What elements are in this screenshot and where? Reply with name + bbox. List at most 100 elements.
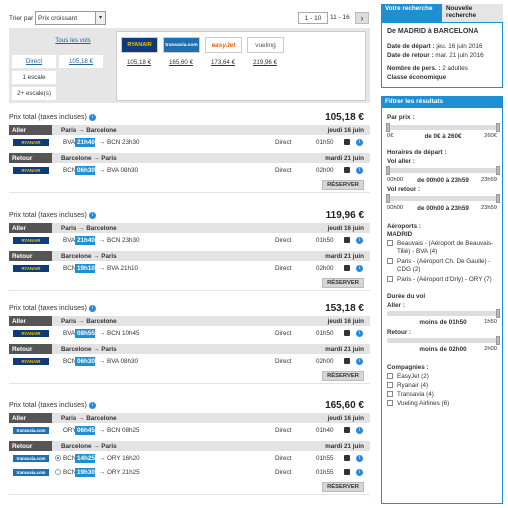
transavia-logo[interactable]: transavia.com xyxy=(163,37,200,53)
duration-outbound-slider[interactable] xyxy=(387,309,500,318)
departure-time: 21h40 xyxy=(75,138,95,147)
matrix-row-1stop[interactable]: 1 escale xyxy=(12,71,56,84)
flight-row[interactable]: transavia.com ORY 06h45 → BCN 08h25 Direct 01h… xyxy=(9,425,370,437)
duration-outbound-handle[interactable] xyxy=(496,309,500,318)
airport-option-ory[interactable]: Paris - (Aéroport d'Orly) - ORY (7) xyxy=(387,276,499,286)
company-option-transavia[interactable]: Transavia (4) xyxy=(387,391,499,399)
duration-return-slider[interactable] xyxy=(387,336,500,345)
return-min-handle[interactable] xyxy=(386,194,390,203)
pager-current-range[interactable]: 1 - 10 xyxy=(298,12,328,24)
easyjet-logo[interactable]: easyJet xyxy=(205,37,242,53)
flight-type: Direct xyxy=(275,237,292,244)
tab-votre-recherche[interactable]: Votre recherche xyxy=(381,4,442,22)
company-option-easyjet[interactable]: EasyJet (2) xyxy=(387,373,499,381)
flight-duration: 01h55 xyxy=(316,469,334,476)
leg-date: mardi 21 juin xyxy=(325,346,364,353)
info-icon[interactable]: i xyxy=(356,427,363,434)
matrix-row-2stops[interactable]: 2+ escale(s) xyxy=(12,87,56,100)
search-recap: De MADRID à BARCELONA Date de départ : j… xyxy=(381,22,503,88)
flight-row[interactable]: transavia.com BCN 19h30 → ORY 21h25 Direct 01h… xyxy=(9,467,370,479)
arrival-info: BVA 21h10 xyxy=(107,265,139,272)
price-slider-max-handle[interactable] xyxy=(496,123,500,132)
return-hours-slider[interactable] xyxy=(386,194,500,203)
airport-option-cdg[interactable]: Paris - (Aéroport Ch. De Gaulle) - CDG (… xyxy=(387,258,499,274)
reserve-button[interactable]: RÉSERVER xyxy=(322,180,364,190)
ryanair-logo[interactable]: RYANAIR xyxy=(121,37,158,53)
carrier-price-easyjet[interactable]: 173,64 € xyxy=(210,59,236,66)
duration-return-label: Retour : xyxy=(387,329,412,336)
arrival-info: BCN 08h25 xyxy=(107,427,140,434)
flight-row[interactable]: transavia.com BCN 14h25 → ORY 16h20 Direct 01h… xyxy=(9,453,370,465)
checkbox[interactable] xyxy=(387,240,393,246)
return-max-handle[interactable] xyxy=(496,194,500,203)
info-icon[interactable]: i xyxy=(88,305,96,312)
outbound-hours-slider[interactable] xyxy=(386,166,500,175)
checkbox[interactable] xyxy=(387,276,393,282)
duration-return-handle[interactable] xyxy=(496,336,500,345)
carrier-price-transavia[interactable]: 165,60 € xyxy=(168,59,194,66)
flight-radio[interactable] xyxy=(55,455,61,461)
info-icon[interactable]: i xyxy=(356,237,363,244)
checkbox[interactable] xyxy=(387,382,393,388)
departure-time: 19h10 xyxy=(75,264,95,273)
reserve-button[interactable]: RÉSERVER xyxy=(322,278,364,288)
checkbox[interactable] xyxy=(387,373,393,379)
route-from: Paris xyxy=(61,225,77,232)
flight-row[interactable]: RYANAIR BCN 06h30 → BVA 08h30 Direct 02h00 i xyxy=(9,356,370,368)
outbound-min-handle[interactable] xyxy=(386,166,390,175)
flight-row[interactable]: RYANAIR BVA 21h40 → BCN 23h30 Direct 01h50 i xyxy=(9,235,370,247)
leg-header: Aller Paris → Barcelone jeudi 16 juin xyxy=(9,223,370,233)
info-icon[interactable]: i xyxy=(88,212,96,219)
checkbox[interactable] xyxy=(387,258,393,264)
carrier-price-vueling[interactable]: 219,96 € xyxy=(252,59,278,66)
route-to: Paris xyxy=(101,155,117,162)
price-slider-min-handle[interactable] xyxy=(386,123,390,132)
company-option-vueling[interactable]: Vueling Airlines (6) xyxy=(387,400,499,408)
matrix-row-direct[interactable]: Direct xyxy=(12,55,56,68)
flight-type: Direct xyxy=(275,358,292,365)
vueling-logo[interactable]: vueling xyxy=(247,37,284,53)
arrival-info: ORY 21h25 xyxy=(107,469,140,476)
departure-time: 06h45 xyxy=(75,426,95,435)
reserve-button[interactable]: RÉSERVER xyxy=(322,482,364,492)
info-icon[interactable]: i xyxy=(88,114,96,121)
pager-next-range[interactable]: 11 - 16 xyxy=(330,14,350,21)
result-title: Prix total (taxes incluses) i xyxy=(9,402,96,409)
info-icon[interactable]: i xyxy=(356,469,363,476)
divider xyxy=(9,192,370,193)
flight-row[interactable]: RYANAIR BCN 19h10 → BVA 21h10 Direct 02h00 i xyxy=(9,263,370,275)
flight-row[interactable]: RYANAIR BCN 06h30 → BVA 08h30 Direct 02h00 i xyxy=(9,165,370,177)
flight-radio[interactable] xyxy=(55,469,61,475)
duration-return-range: moins de 02h00 xyxy=(419,346,467,353)
outbound-max-handle[interactable] xyxy=(496,166,500,175)
departure-airport: BVA xyxy=(63,139,76,146)
company-option-ryanair[interactable]: Ryanair (4) xyxy=(387,382,499,390)
info-icon[interactable]: i xyxy=(356,358,363,365)
flight-row[interactable]: RYANAIR BVA 21h40 → BCN 23h30 Direct 01h50 i xyxy=(9,137,370,149)
price-filter-label: Par prix : xyxy=(387,114,415,121)
result-card: Prix total (taxes incluses) i 119,96 € Alle… xyxy=(9,210,370,307)
reserve-button[interactable]: RÉSERVER xyxy=(322,371,364,381)
leg-header: Retour Barcelone → Paris mardi 21 juin xyxy=(9,251,370,261)
info-icon[interactable]: i xyxy=(356,167,363,174)
pager-next-button[interactable]: › xyxy=(355,12,369,24)
info-icon[interactable]: i xyxy=(356,330,363,337)
all-flights-link[interactable]: Tous les vols xyxy=(55,37,91,44)
sort-select[interactable]: Prix croissant ▾ xyxy=(35,11,106,25)
info-icon[interactable]: i xyxy=(356,265,363,272)
matrix-price-direct[interactable]: 105,18 € xyxy=(59,55,103,68)
price-slider[interactable] xyxy=(386,123,500,132)
flight-row[interactable]: RYANAIR BVA 08h55 → BCN 10h45 Direct 01h50 i xyxy=(9,328,370,340)
info-icon[interactable]: i xyxy=(356,455,363,462)
outbound-max: 23h59 xyxy=(480,177,497,183)
airport-option-bva[interactable]: Beauvais - (Aéroport de Beauvais-Tillé) … xyxy=(387,240,499,256)
tab-nouvelle-recherche[interactable]: Nouvelle recherche xyxy=(442,4,503,22)
recap-return: Date de retour : mar. 21 juin 2016 xyxy=(387,52,484,59)
checkbox[interactable] xyxy=(387,391,393,397)
info-icon[interactable]: i xyxy=(356,139,363,146)
flight-duration: 02h00 xyxy=(316,167,334,174)
checkbox[interactable] xyxy=(387,400,393,406)
info-icon[interactable]: i xyxy=(88,402,96,409)
carrier-price-ryanair[interactable]: 105,18 € xyxy=(126,59,152,66)
result-card: Prix total (taxes incluses) i 153,18 € Alle… xyxy=(9,303,370,400)
